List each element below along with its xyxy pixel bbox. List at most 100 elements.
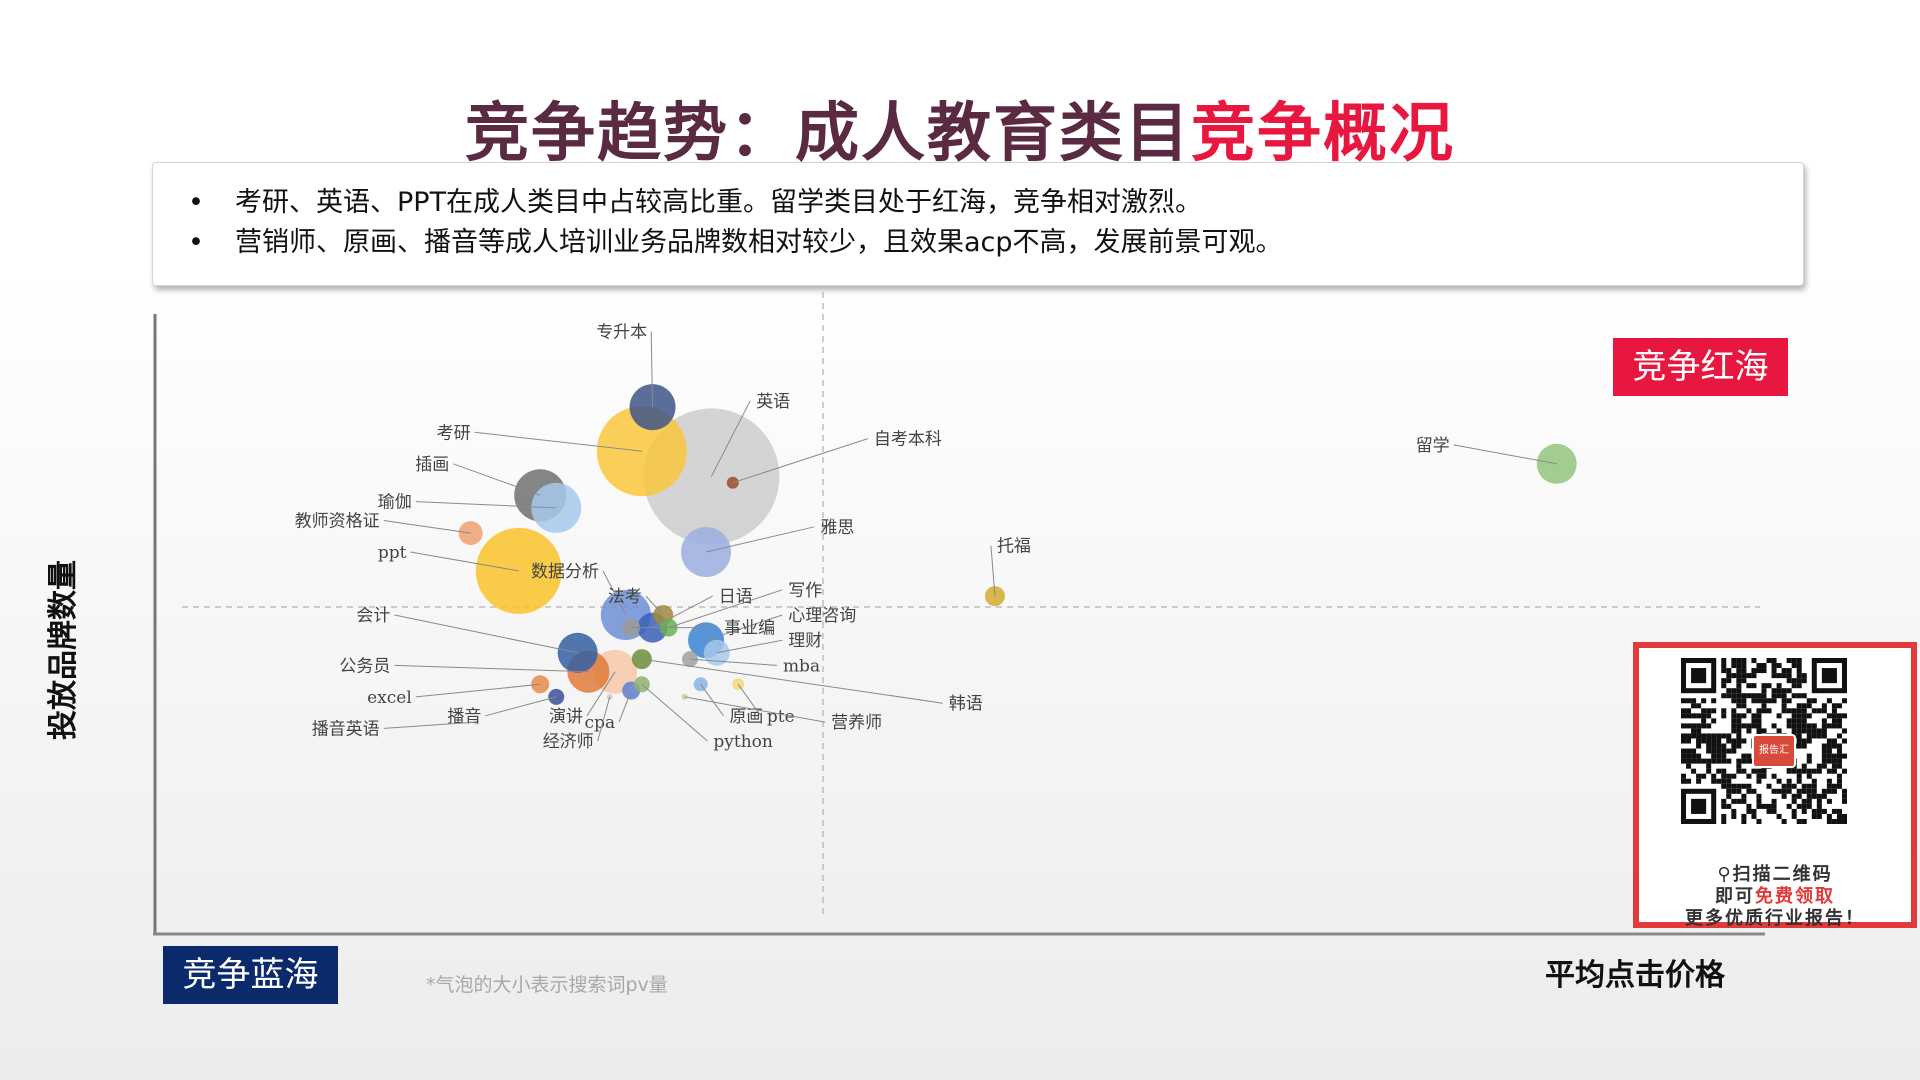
qr-module [1791,728,1797,734]
qr-module [1816,708,1822,714]
qr-module [1776,673,1782,679]
qr-module [1796,743,1802,749]
qr-module [1731,658,1737,664]
bullet-item: • 营销师、原画、播音等成人培训业务品牌数相对较少，且效果acp不高，发展前景可观… [173,223,1803,263]
footnote: *气泡的大小表示搜索词pv量 [426,974,668,996]
qr-module [1796,793,1802,799]
leader-line-原画 [700,684,724,717]
qr-module [1786,678,1792,684]
qr-module [1841,698,1847,704]
qr-module [1746,683,1752,689]
qr-module [1771,698,1777,704]
qr-module [1781,668,1787,674]
qr-module [1741,658,1747,664]
qr-module [1716,748,1722,754]
qr-module [1741,703,1747,709]
leader-line-理财 [716,639,783,654]
qr-module [1711,758,1717,764]
qr-module [1711,743,1717,749]
qr-promo[interactable]: 报告汇 ⚲扫描二维码 即可免费领取 更多优质行业报告！ [1633,642,1917,929]
qr-module [1796,723,1802,729]
qr-module [1756,818,1762,824]
qr-module [1726,738,1732,744]
qr-module [1721,798,1727,804]
qr-module [1746,708,1752,714]
qr-module [1781,818,1787,824]
qr-module [1681,708,1687,714]
qr-module [1801,713,1807,719]
qr-module [1741,813,1747,819]
qr-module [1836,748,1842,754]
qr-module [1821,723,1827,729]
qr-module [1716,733,1722,739]
bullet-marker: • [188,227,204,258]
qr-module [1786,698,1792,704]
x-axis-label: 平均点击价格 [1545,958,1725,993]
qr-module [1796,788,1802,794]
qr-module [1691,723,1697,729]
qr-module [1701,773,1707,779]
qr-module [1716,753,1722,759]
qr-module [1716,758,1722,764]
qr-module [1771,663,1777,669]
qr-module [1711,753,1717,759]
qr-line-2: 即可免费领取 [1639,882,1911,908]
qr-module [1766,783,1772,789]
qr-module [1836,713,1842,719]
qr-module [1736,658,1742,664]
qr-module [1721,773,1727,779]
qr-module [1781,788,1787,794]
qr-module [1731,718,1737,724]
qr-module [1711,708,1717,714]
qr-module [1716,778,1722,784]
qr-module [1826,753,1832,759]
qr-module [1831,743,1837,749]
qr-module [1746,753,1752,759]
qr-module [1836,808,1842,814]
qr-module [1841,728,1847,734]
qr-module [1706,768,1712,774]
qr-module [1766,708,1772,714]
qr-module [1721,733,1727,739]
qr-module [1691,768,1697,774]
qr-module [1831,738,1837,744]
qr-line-2b: 免费领取 [1755,886,1835,907]
qr-module [1831,763,1837,769]
bubble-label: 瑜伽 [378,493,412,513]
qr-module [1686,763,1692,769]
bubble-label: 原画 [729,707,763,727]
leader-line-专升本 [650,331,654,408]
qr-module [1721,693,1727,699]
qr-line-2a: 即可 [1715,886,1755,907]
qr-module [1791,813,1797,819]
qr-module [1736,728,1742,734]
qr-module [1711,698,1717,704]
qr-module [1816,803,1822,809]
bubble-label: 经济师 [543,732,594,752]
qr-module [1701,738,1707,744]
qr-module [1751,713,1757,719]
qr-module [1721,713,1727,719]
qr-module [1731,723,1737,729]
qr-module [1741,698,1747,704]
bubble-label: 营养师 [831,713,882,733]
leader-line-考研 [474,431,642,452]
qr-module [1836,818,1842,824]
qr-module [1796,708,1802,714]
qr-module [1701,713,1707,719]
bubble-label: 自考本科 [874,430,942,450]
qr-module [1686,723,1692,729]
leader-line-托福 [990,545,996,597]
qr-module [1836,703,1842,709]
qr-module [1756,773,1762,779]
qr-module [1826,723,1832,729]
qr-module [1721,668,1727,674]
qr-module [1736,678,1742,684]
qr-module [1736,768,1742,774]
qr-module [1746,803,1752,809]
qr-module [1836,723,1842,729]
qr-module [1806,783,1812,789]
qr-module [1721,748,1727,754]
qr-module [1721,743,1727,749]
